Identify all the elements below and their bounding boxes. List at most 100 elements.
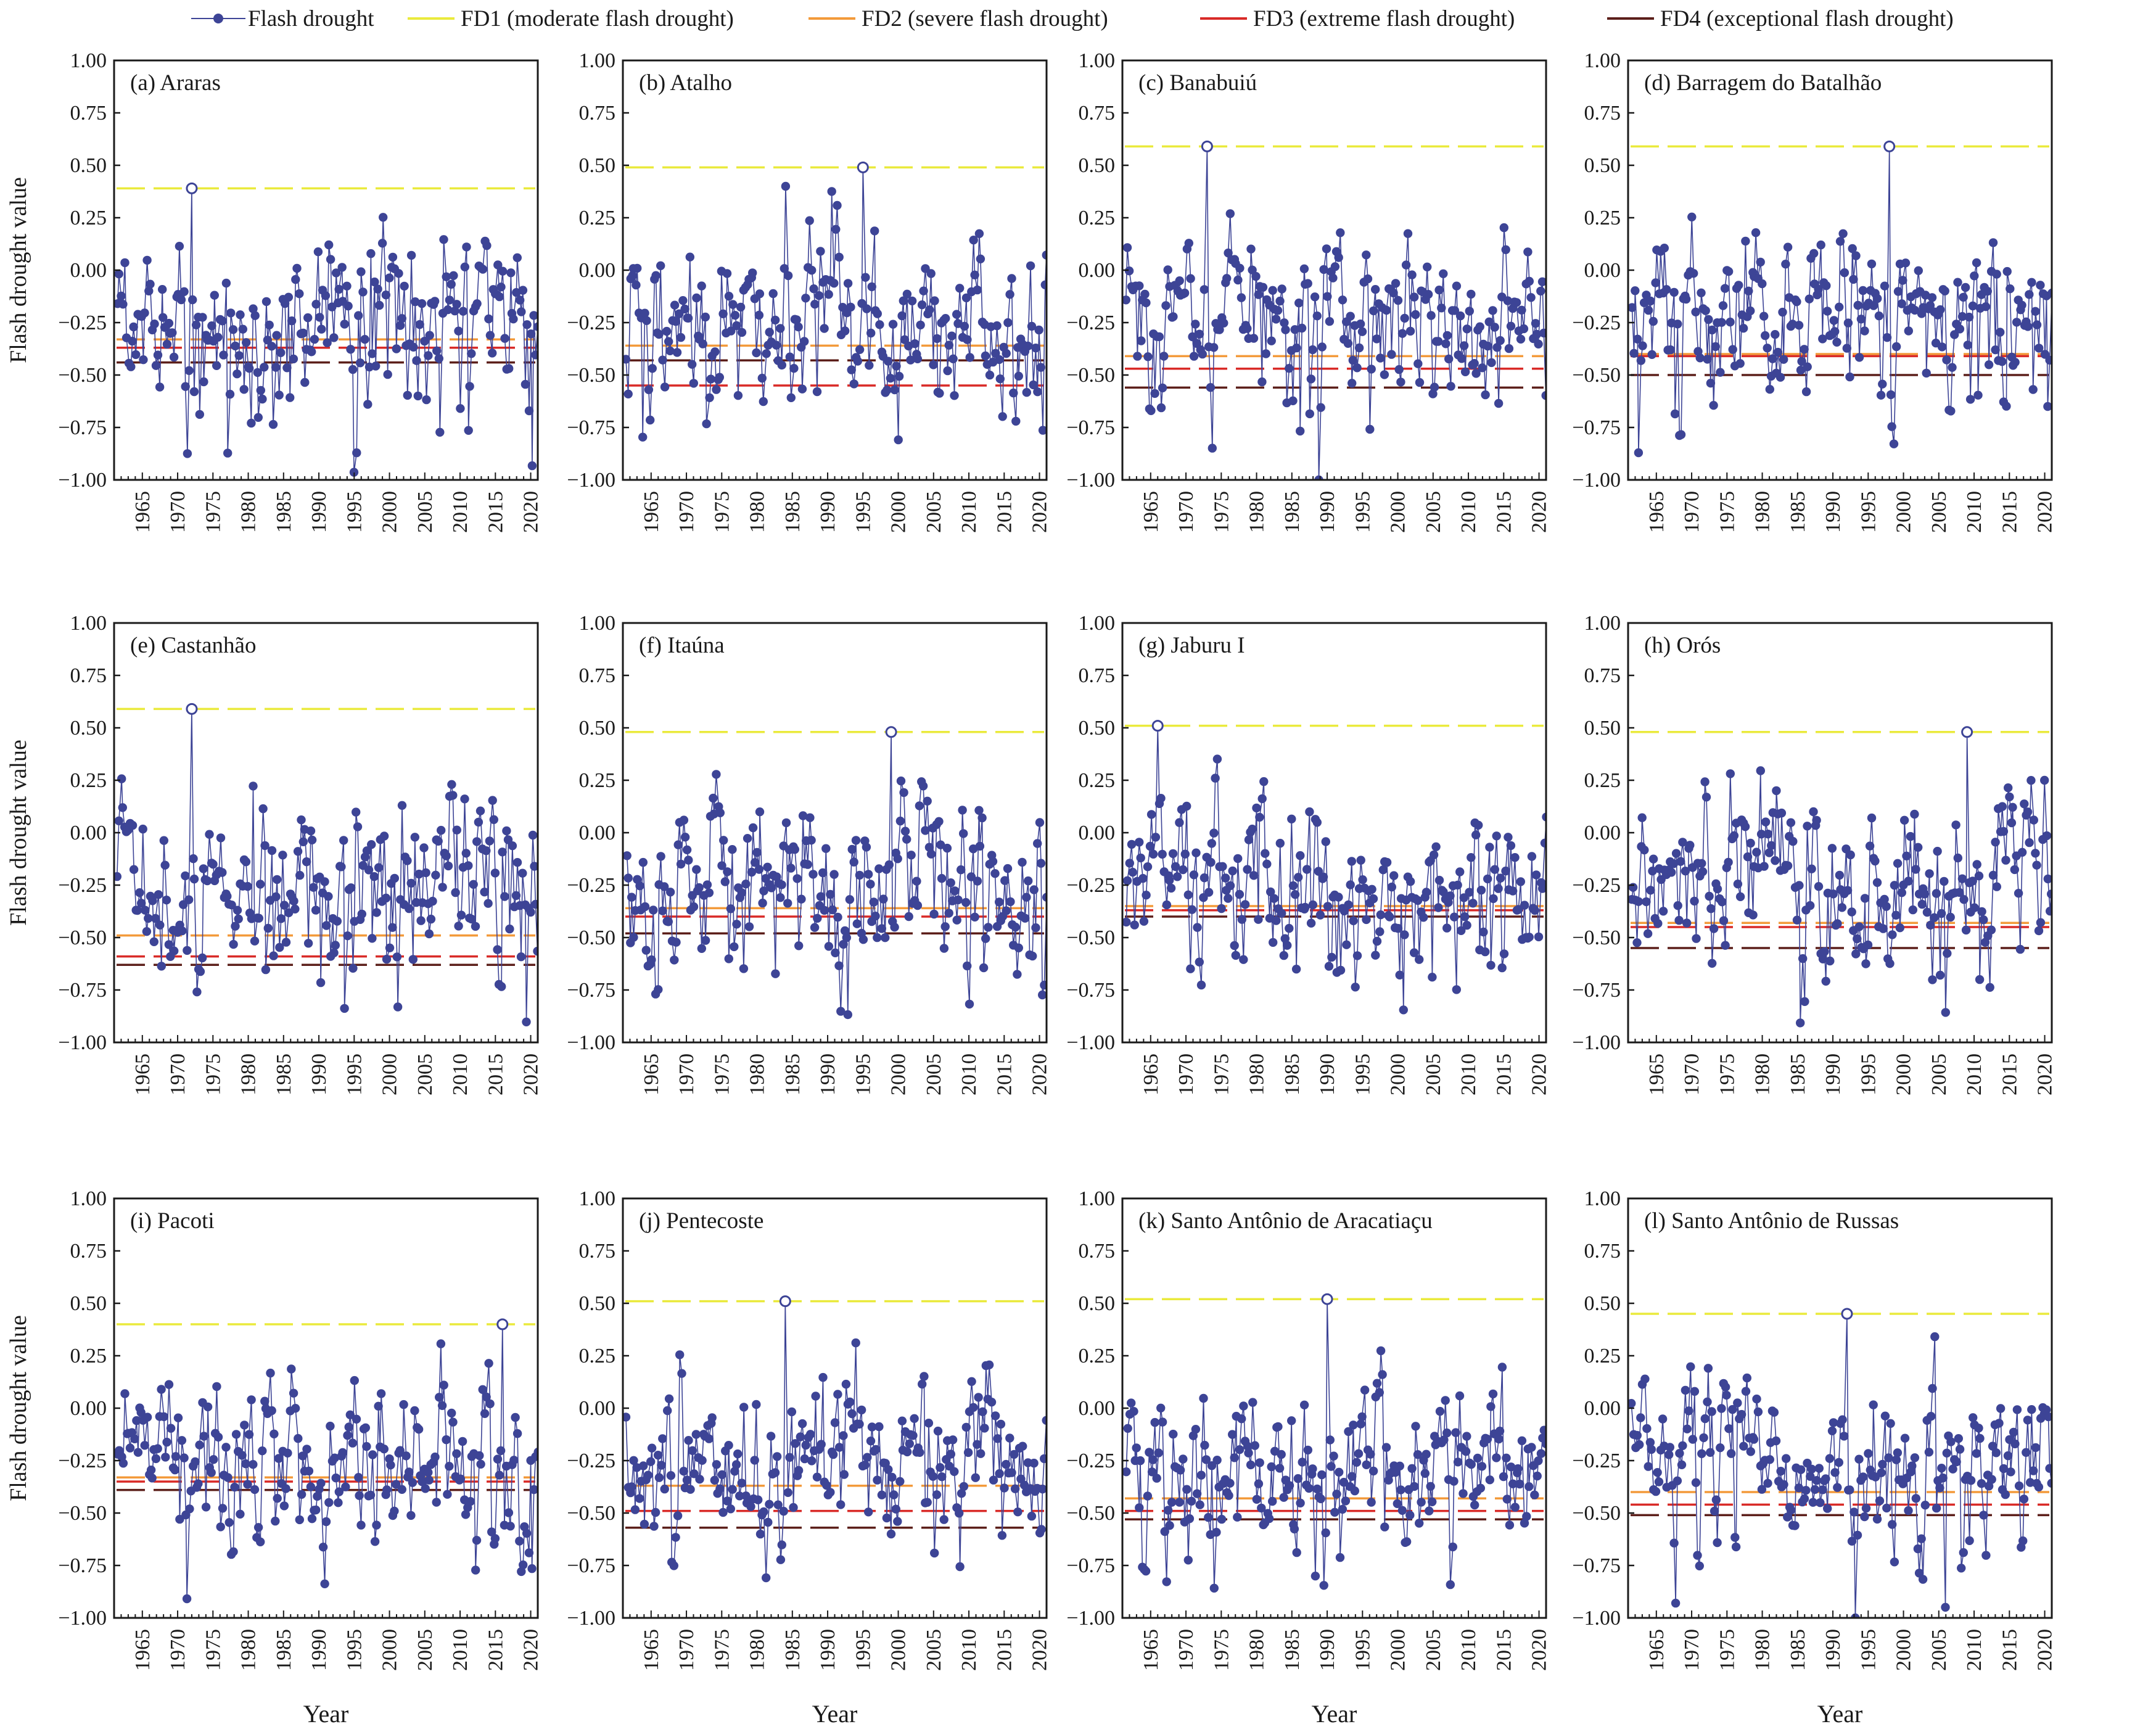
panel-i-point-120 xyxy=(334,1498,343,1507)
panel-e-point-140 xyxy=(369,872,379,881)
panel-b-point-1 xyxy=(623,389,633,398)
panel-g-point-186 xyxy=(1462,920,1471,930)
panel-f-point-106 xyxy=(816,892,826,901)
panel-f-point-87 xyxy=(781,818,791,828)
panel-k-point-22 xyxy=(1162,1577,1171,1586)
panel-d-point-23 xyxy=(1669,287,1679,297)
panel-c-point-86 xyxy=(1280,318,1289,328)
panel-h-point-195 xyxy=(1985,983,1994,992)
panel-j-point-91 xyxy=(789,1503,798,1512)
panel-i-point-155 xyxy=(397,1485,406,1494)
panel-k-xtick-label-10: 2015 xyxy=(1492,1629,1515,1671)
panel-h-point-106 xyxy=(1821,976,1830,986)
panel-h-point-23 xyxy=(1669,859,1679,868)
panel-g-point-56 xyxy=(1224,894,1233,903)
panel-c-xtick-label-6: 1995 xyxy=(1351,491,1374,533)
panel-e-point-47 xyxy=(199,864,208,873)
panel-f-point-179 xyxy=(950,886,960,896)
panel-i-point-29 xyxy=(166,1424,176,1433)
panel-j-point-114 xyxy=(830,1418,840,1427)
panel-e-point-172 xyxy=(428,896,437,906)
panel-f-point-63 xyxy=(737,888,747,897)
panel-b-point-119 xyxy=(841,326,850,336)
panel-g-point-19 xyxy=(1156,794,1166,803)
panel-k-ytick-label-0: 1.00 xyxy=(1079,1187,1116,1210)
panel-g-point-208 xyxy=(1504,833,1513,842)
panel-h-point-82 xyxy=(1777,808,1787,818)
panel-i-point-166 xyxy=(418,1477,427,1487)
panel-f-point-104 xyxy=(813,913,822,923)
panel-g-point-2 xyxy=(1125,859,1135,868)
panel-i-point-183 xyxy=(448,1417,458,1427)
panel-k-point-157 xyxy=(1410,1482,1419,1491)
panel-h-point-168 xyxy=(1935,970,1945,980)
panel-i-point-141 xyxy=(372,1520,381,1530)
panel-i-point-61 xyxy=(224,1518,234,1527)
panel-e-ytick-label-8: −1.00 xyxy=(58,1031,107,1054)
panel-k-ytick-label-1: 0.75 xyxy=(1079,1240,1116,1263)
panel-d-point-184 xyxy=(1964,312,1974,322)
panel-j-point-73 xyxy=(755,1529,765,1539)
panel-c-point-175 xyxy=(1442,331,1452,340)
panel-f-point-37 xyxy=(689,902,699,912)
panel-e-point-217 xyxy=(511,891,521,901)
panel-j-point-120 xyxy=(841,1379,851,1389)
panel-g-point-89 xyxy=(1285,923,1294,933)
panel-j-point-115 xyxy=(833,1390,842,1399)
panel-j-point-209 xyxy=(1005,1433,1014,1443)
panel-e-point-8 xyxy=(128,820,138,830)
panel-e-point-81 xyxy=(261,965,271,975)
panel-k-point-7 xyxy=(1135,1503,1144,1512)
panel-i-xtick-label-8: 2005 xyxy=(414,1629,437,1671)
panel-a-series-line xyxy=(117,188,538,472)
panel-b-point-218 xyxy=(1022,388,1032,397)
panel-b-point-198 xyxy=(985,370,995,380)
panel-j-point-17 xyxy=(653,1451,663,1460)
panel-c-point-202 xyxy=(1492,343,1502,352)
panel-k-point-185 xyxy=(1461,1447,1471,1456)
panel-l-point-153 xyxy=(1907,1461,1917,1470)
panel-a-point-145 xyxy=(379,213,388,222)
panel-f-point-4 xyxy=(629,933,638,942)
panel-g-point-34 xyxy=(1183,890,1193,900)
panel-f-point-45 xyxy=(704,888,714,897)
panel-g-point-111 xyxy=(1324,962,1334,971)
panel-l-point-219 xyxy=(2029,1466,2038,1475)
panel-k-point-211 xyxy=(1508,1479,1518,1488)
panel-l-point-30 xyxy=(1682,1424,1692,1433)
panel-i-xtick-label-7: 2000 xyxy=(379,1629,401,1671)
panel-l-point-156 xyxy=(1913,1544,1923,1554)
panel-a-point-222 xyxy=(520,379,530,389)
panel-e-point-184 xyxy=(451,888,460,897)
panel-k-point-137 xyxy=(1372,1379,1382,1388)
panel-a-point-79 xyxy=(258,394,267,404)
panel-j-point-201 xyxy=(990,1411,1000,1421)
panel-b-point-71 xyxy=(752,348,761,358)
panel-i-point-87 xyxy=(273,1494,282,1503)
panel-j-point-142 xyxy=(882,1513,892,1523)
panel-a-point-2 xyxy=(117,291,126,301)
panel-a-point-181 xyxy=(445,295,455,305)
panel-c-point-74 xyxy=(1257,377,1267,387)
panel-d-point-37 xyxy=(1695,353,1705,363)
panel-d-point-187 xyxy=(1970,271,1979,281)
panel-j-point-31 xyxy=(679,1467,688,1476)
panel-e-point-37 xyxy=(181,871,190,881)
panel-b-point-73 xyxy=(755,289,765,299)
panel-b-point-57 xyxy=(726,326,736,336)
panel-c-point-68 xyxy=(1246,244,1256,254)
panel-a-point-18 xyxy=(146,279,155,289)
panel-i-point-136 xyxy=(362,1441,371,1451)
panel-h-point-101 xyxy=(1812,815,1821,825)
panel-a-point-98 xyxy=(292,263,302,273)
panel-g-point-1 xyxy=(1122,876,1132,886)
panel-e-ytick-label-0: 1.00 xyxy=(70,612,107,635)
panel-l-point-34 xyxy=(1690,1387,1700,1396)
panel-c-point-134 xyxy=(1367,365,1376,374)
panel-k-point-102 xyxy=(1308,1464,1317,1474)
panel-h-point-187 xyxy=(1970,903,1979,912)
panel-i-point-36 xyxy=(179,1453,189,1462)
panel-c-point-204 xyxy=(1496,336,1505,345)
panel-c-point-82 xyxy=(1272,315,1281,324)
panel-f-point-118 xyxy=(839,939,848,949)
